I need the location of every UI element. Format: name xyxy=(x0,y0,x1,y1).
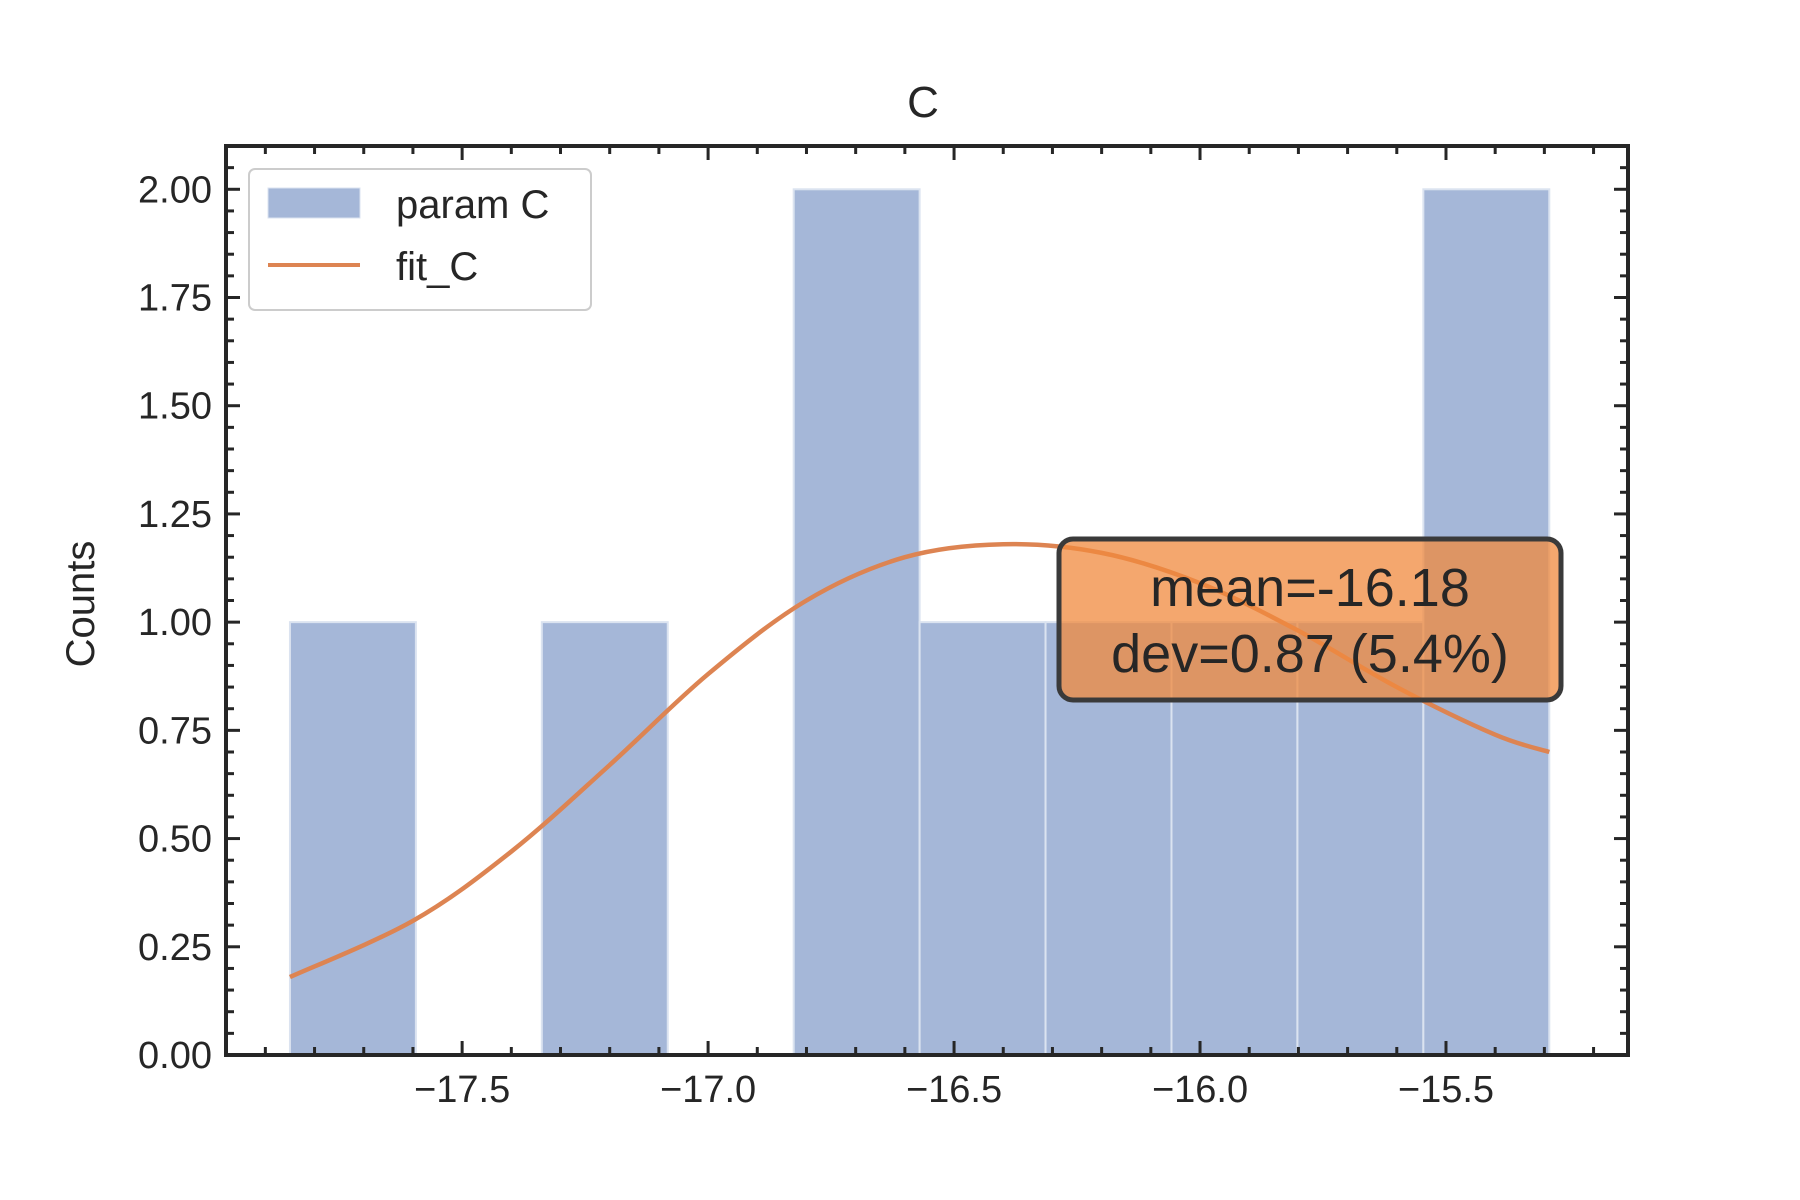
y-tick-label: 0.25 xyxy=(138,927,212,969)
stats-box xyxy=(1056,536,1564,703)
y-tick-label: 0.00 xyxy=(138,1035,212,1077)
histogram-bar xyxy=(540,621,669,1057)
histogram-bar xyxy=(918,621,1047,1057)
legend: param C fit_C xyxy=(248,168,592,311)
legend-label-fit-c: fit_C xyxy=(396,245,478,289)
stats-mean-text: mean=-16.18 xyxy=(1150,558,1470,618)
histogram-bar xyxy=(792,188,921,1057)
histogram-bar xyxy=(288,621,417,1057)
y-axis-label: Counts xyxy=(59,541,103,668)
x-tick-label: −16.5 xyxy=(906,1069,1002,1111)
y-tick-label: 1.00 xyxy=(138,602,212,644)
plot-frame xyxy=(224,144,1630,1057)
x-tick-label: −16.0 xyxy=(1152,1069,1248,1111)
legend-label-param-c: param C xyxy=(396,183,549,227)
y-tick-label: 1.75 xyxy=(138,278,212,320)
legend-bar-swatch xyxy=(267,187,361,219)
y-tick-label: 1.25 xyxy=(138,494,212,536)
stats-dev-text: dev=0.87 (5.4%) xyxy=(1111,624,1509,684)
x-tick-label: −17.5 xyxy=(414,1069,510,1111)
chart-title: C xyxy=(907,78,939,127)
y-tick-label: 1.50 xyxy=(138,386,212,428)
x-tick-label: −15.5 xyxy=(1398,1069,1494,1111)
y-tick-label: 0.50 xyxy=(138,819,212,861)
stats-annotation: mean=-16.18 dev=0.87 (5.4%) xyxy=(1056,536,1564,703)
y-tick-label: 0.75 xyxy=(138,710,212,752)
x-tick-label: −17.0 xyxy=(660,1069,756,1111)
y-tick-label: 2.00 xyxy=(138,169,212,211)
